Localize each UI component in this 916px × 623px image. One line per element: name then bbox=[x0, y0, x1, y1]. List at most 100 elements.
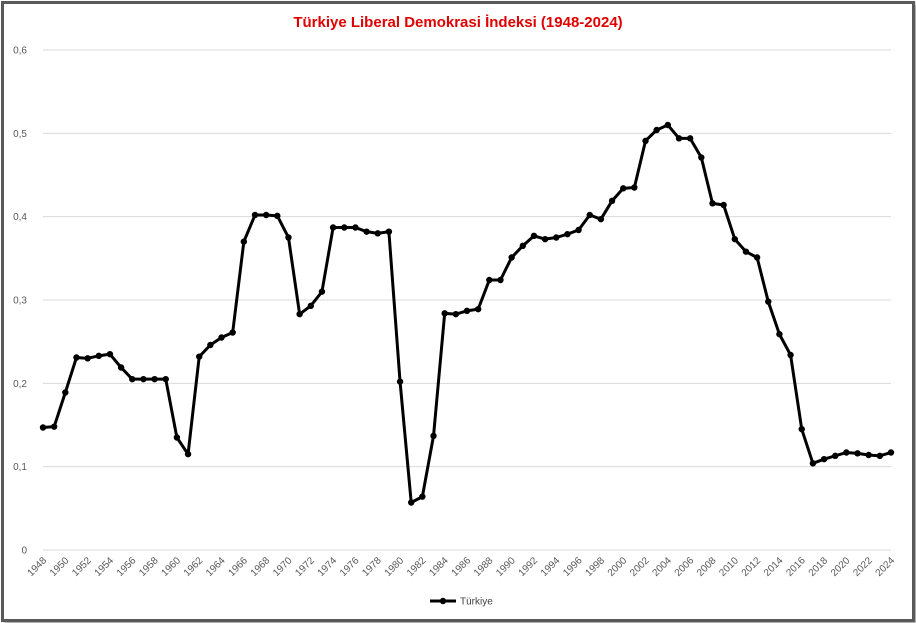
data-point bbox=[363, 228, 370, 235]
data-point bbox=[698, 154, 705, 161]
data-point bbox=[240, 238, 248, 245]
x-tick-label: 1962 bbox=[182, 555, 206, 579]
data-point bbox=[474, 305, 482, 313]
x-tick-label: 1966 bbox=[226, 555, 250, 579]
x-tick-label: 1964 bbox=[204, 555, 228, 579]
y-tick-label: 0,4 bbox=[13, 212, 27, 223]
data-point bbox=[196, 353, 203, 360]
x-tick-label: 1972 bbox=[293, 555, 317, 579]
data-point bbox=[776, 330, 783, 338]
x-tick-label: 2008 bbox=[695, 555, 719, 579]
data-point bbox=[809, 460, 817, 467]
data-point bbox=[151, 375, 158, 383]
data-point bbox=[262, 211, 270, 219]
data-point bbox=[430, 432, 437, 440]
data-point bbox=[541, 235, 549, 243]
data-point bbox=[274, 212, 281, 220]
x-tick-label: 1960 bbox=[160, 555, 184, 579]
data-point bbox=[653, 126, 660, 134]
data-point bbox=[251, 211, 259, 219]
x-tick-label: 2014 bbox=[762, 555, 786, 579]
data-point bbox=[865, 451, 872, 459]
data-point bbox=[162, 375, 169, 383]
data-point bbox=[441, 310, 448, 317]
data-point bbox=[218, 334, 225, 341]
data-point bbox=[787, 351, 794, 359]
x-tick-label: 1956 bbox=[115, 555, 139, 579]
data-point bbox=[832, 452, 839, 460]
x-tick-label: 1996 bbox=[561, 555, 585, 579]
x-tick-label: 1992 bbox=[517, 555, 541, 579]
data-point bbox=[73, 354, 80, 361]
x-tick-label: 2020 bbox=[829, 555, 853, 579]
data-point bbox=[753, 254, 761, 261]
data-point bbox=[419, 493, 426, 500]
x-tick-label: 1998 bbox=[584, 555, 608, 579]
x-tick-label: 1974 bbox=[316, 555, 340, 579]
x-tick-label: 2006 bbox=[673, 555, 697, 579]
x-tick-label: 1958 bbox=[137, 555, 161, 579]
x-tick-label: 1968 bbox=[249, 555, 273, 579]
x-tick-label: 2010 bbox=[717, 555, 741, 579]
data-point bbox=[586, 211, 593, 219]
x-tick-label: 1994 bbox=[539, 555, 563, 579]
data-point bbox=[553, 234, 560, 241]
data-point bbox=[229, 329, 236, 336]
data-point bbox=[820, 455, 828, 463]
data-point bbox=[519, 242, 526, 250]
data-point bbox=[675, 135, 683, 142]
y-tick-label: 0,3 bbox=[13, 296, 27, 307]
data-point bbox=[664, 121, 672, 129]
data-point bbox=[184, 450, 192, 458]
y-tick-label: 0,2 bbox=[13, 379, 27, 390]
legend-label: Türkiye bbox=[460, 597, 493, 608]
data-point bbox=[296, 310, 303, 318]
data-point bbox=[508, 254, 515, 261]
data-point bbox=[854, 450, 861, 457]
data-point bbox=[95, 352, 102, 360]
data-point bbox=[530, 232, 538, 240]
data-point bbox=[452, 310, 460, 318]
data-point bbox=[686, 135, 694, 142]
x-tick-label: 1970 bbox=[271, 555, 295, 579]
data-point bbox=[709, 200, 716, 207]
data-point bbox=[597, 215, 605, 223]
x-tick-label: 2024 bbox=[874, 555, 898, 579]
y-tick-label: 0,6 bbox=[13, 46, 27, 57]
x-tick-label: 1984 bbox=[427, 555, 451, 579]
y-tick-label: 0,5 bbox=[13, 129, 27, 140]
data-point bbox=[106, 350, 114, 358]
data-point bbox=[318, 288, 326, 295]
data-point bbox=[486, 276, 493, 284]
x-tick-label: 2016 bbox=[784, 555, 808, 579]
x-tick-label: 1950 bbox=[48, 555, 72, 579]
x-tick-label: 1988 bbox=[472, 555, 496, 579]
data-point bbox=[608, 197, 616, 205]
x-axis-tick-labels: 1948195019521954195619581960196219641966… bbox=[26, 555, 898, 579]
x-tick-label: 1948 bbox=[26, 555, 50, 579]
data-point bbox=[497, 276, 504, 284]
data-point bbox=[720, 201, 727, 209]
data-point bbox=[385, 228, 393, 235]
x-tick-label: 2012 bbox=[740, 555, 764, 579]
data-point bbox=[307, 302, 314, 310]
x-tick-label: 1980 bbox=[383, 555, 407, 579]
data-point bbox=[329, 224, 337, 231]
data-point bbox=[564, 230, 571, 238]
data-point bbox=[742, 248, 750, 255]
x-tick-label: 2002 bbox=[628, 555, 652, 579]
data-point bbox=[341, 224, 348, 231]
y-axis-tick-labels: 0 0,1 0,2 0,3 0,4 0,5 0,6 bbox=[13, 46, 27, 557]
data-point bbox=[620, 185, 627, 192]
data-point bbox=[396, 378, 404, 385]
x-tick-label: 1990 bbox=[494, 555, 518, 579]
data-point bbox=[408, 499, 415, 506]
data-point bbox=[285, 234, 292, 241]
chart-title: Türkiye Liberal Demokrasi İndeksi (1948-… bbox=[293, 14, 623, 31]
data-point bbox=[631, 184, 638, 191]
data-point bbox=[731, 235, 738, 243]
data-point bbox=[62, 389, 69, 396]
data-point bbox=[352, 224, 359, 231]
